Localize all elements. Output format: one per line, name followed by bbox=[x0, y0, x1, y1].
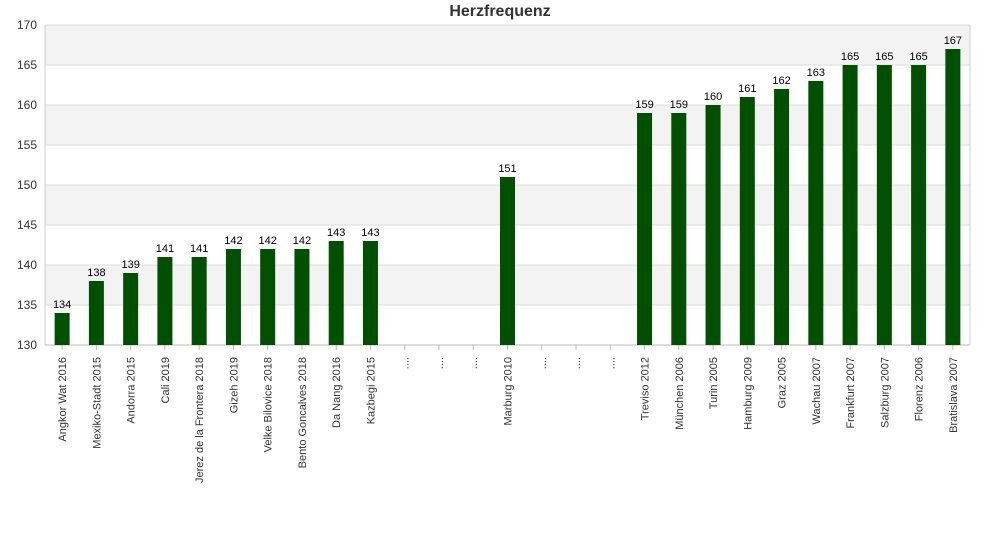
bar bbox=[500, 177, 515, 345]
x-tick-label: Andorra 2015 bbox=[126, 357, 138, 424]
x-tick-label: Graz 2005 bbox=[777, 357, 789, 408]
data-label: 163 bbox=[807, 67, 825, 79]
x-tick-label: .... bbox=[434, 357, 446, 369]
y-tick-label: 135 bbox=[17, 298, 37, 312]
data-label: 143 bbox=[327, 227, 345, 239]
bar bbox=[191, 257, 207, 345]
y-tick-label: 145 bbox=[17, 218, 37, 232]
bar bbox=[123, 273, 139, 345]
bar bbox=[842, 65, 858, 345]
bar bbox=[225, 249, 241, 345]
x-tick-label: Mexiko-Stadt 2015 bbox=[91, 357, 103, 449]
bar bbox=[260, 249, 276, 345]
data-label: 134 bbox=[53, 299, 71, 311]
x-tick-label: Turin 2005 bbox=[708, 357, 720, 409]
bar bbox=[294, 249, 310, 345]
data-labels: 134 138 139 141 141 142 142 142 143 143 151 159 159 1… bbox=[53, 35, 962, 311]
bar bbox=[637, 113, 653, 345]
x-tick-label: Angkor Wat 2016 bbox=[57, 357, 69, 442]
data-label: 142 bbox=[293, 235, 311, 247]
bar bbox=[876, 65, 892, 345]
x-tick-label: .... bbox=[537, 357, 549, 369]
x-tick-label: Jerez de la Frontera 2018 bbox=[194, 357, 206, 483]
data-label: 159 bbox=[670, 99, 688, 111]
y-tick-label: 130 bbox=[17, 338, 37, 352]
x-tick-label: .... bbox=[468, 357, 480, 369]
x-tick-label: Velke Bilovice 2018 bbox=[263, 357, 275, 452]
x-tick-label: Bento Goncalves 2018 bbox=[297, 357, 309, 468]
data-label: 138 bbox=[87, 267, 105, 279]
chart-title: Herzfrequenz bbox=[449, 3, 550, 20]
bar bbox=[945, 49, 961, 345]
x-tick-label: Gizeh 2019 bbox=[228, 357, 240, 413]
x-tick-label: Hamburg 2009 bbox=[742, 357, 754, 430]
x-tick-label: Wachau 2007 bbox=[811, 357, 823, 424]
x-tick-label: Marburg 2010 bbox=[503, 357, 515, 426]
x-tick-label: .... bbox=[605, 357, 617, 369]
bar bbox=[328, 241, 344, 345]
bar bbox=[54, 313, 70, 345]
data-label: 142 bbox=[224, 235, 242, 247]
bar bbox=[739, 97, 755, 345]
y-tick-label: 150 bbox=[17, 178, 37, 192]
grid-band bbox=[45, 25, 970, 65]
data-label: 167 bbox=[944, 35, 962, 47]
grid-band bbox=[45, 105, 970, 145]
data-label: 162 bbox=[772, 75, 790, 87]
y-tick-label: 170 bbox=[17, 18, 37, 32]
bar bbox=[362, 241, 378, 345]
data-label: 165 bbox=[875, 51, 893, 63]
bar bbox=[774, 89, 790, 345]
data-label: 142 bbox=[259, 235, 277, 247]
data-label: 160 bbox=[704, 91, 722, 103]
data-label: 143 bbox=[361, 227, 379, 239]
y-tick-label: 155 bbox=[17, 138, 37, 152]
x-tick-label: .... bbox=[400, 357, 412, 369]
x-tick-label: Bratislava 2007 bbox=[948, 357, 960, 433]
data-label: 165 bbox=[841, 51, 859, 63]
data-label: 139 bbox=[121, 259, 139, 271]
data-label: 159 bbox=[635, 99, 653, 111]
data-label: 141 bbox=[156, 243, 174, 255]
y-axis: 130 135 140 145 150 155 160 165 170 bbox=[17, 18, 37, 352]
x-tick-label: Treviso 2012 bbox=[640, 357, 652, 420]
data-label: 165 bbox=[909, 51, 927, 63]
bar bbox=[671, 113, 687, 345]
bar bbox=[88, 281, 104, 345]
bar bbox=[705, 105, 721, 345]
x-tick-label: Florenz 2006 bbox=[914, 357, 926, 421]
data-label: 151 bbox=[498, 163, 516, 175]
bars bbox=[54, 49, 961, 345]
data-label: 141 bbox=[190, 243, 208, 255]
x-tick-label: München 2006 bbox=[674, 357, 686, 430]
x-tick-label: Da Nang 2016 bbox=[331, 357, 343, 428]
x-tick-label: Salzburg 2007 bbox=[879, 357, 891, 428]
y-tick-label: 160 bbox=[17, 98, 37, 112]
y-tick-label: 140 bbox=[17, 258, 37, 272]
x-axis: Angkor Wat 2016 Mexiko-Stadt 2015 Andorra … bbox=[57, 345, 960, 483]
bar bbox=[157, 257, 173, 345]
data-label: 161 bbox=[738, 83, 756, 95]
x-tick-label: Cali 2019 bbox=[160, 357, 172, 403]
x-tick-label: .... bbox=[571, 357, 583, 369]
x-tick-label: Kazbegi 2015 bbox=[365, 357, 377, 424]
bar bbox=[911, 65, 927, 345]
bar bbox=[808, 81, 824, 345]
x-tick-label: Frankfurt 2007 bbox=[845, 357, 857, 429]
y-tick-label: 165 bbox=[17, 58, 37, 72]
